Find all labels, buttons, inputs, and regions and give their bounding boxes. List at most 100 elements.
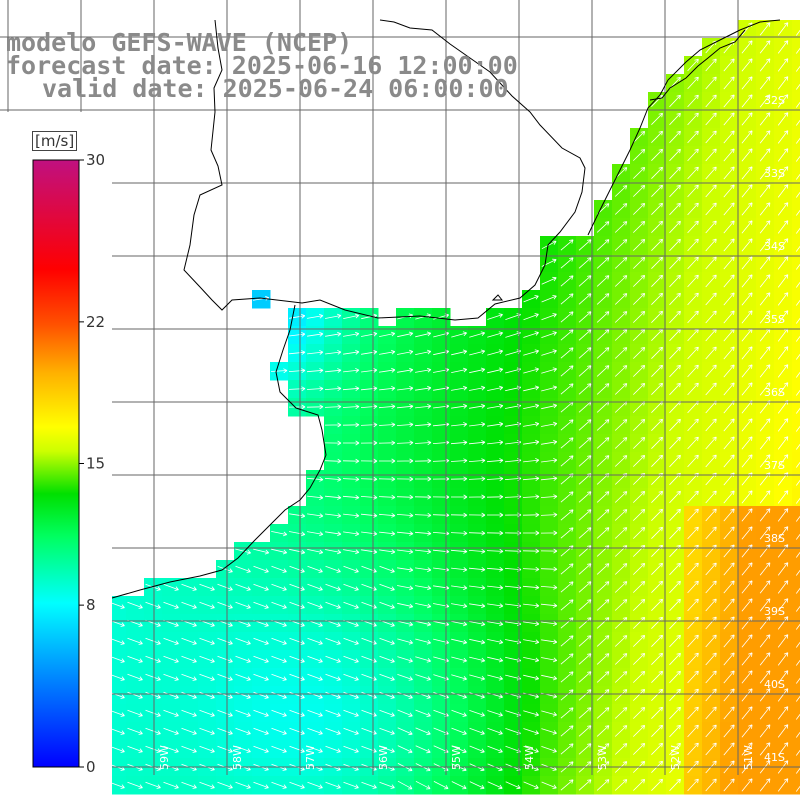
wind-arrow bbox=[541, 746, 557, 753]
wind-arrow bbox=[541, 728, 557, 735]
wind-arrow bbox=[324, 368, 342, 373]
wind-arrow bbox=[614, 653, 628, 665]
latitude-label: 39S bbox=[764, 605, 785, 618]
wind-cell bbox=[792, 560, 800, 579]
wind-arrow bbox=[307, 331, 324, 337]
wind-arrow bbox=[759, 364, 771, 378]
wind-arrow bbox=[651, 166, 663, 179]
wind-arrow bbox=[288, 368, 306, 374]
wind-arrow bbox=[687, 724, 699, 738]
wind-arrow bbox=[741, 346, 753, 360]
wind-arrow bbox=[360, 386, 378, 391]
wind-arrow bbox=[163, 781, 179, 789]
wind-arrow bbox=[596, 491, 610, 503]
wind-cell bbox=[792, 92, 800, 111]
wind-arrow bbox=[523, 421, 540, 427]
wind-arrow bbox=[523, 349, 539, 356]
wind-arrow bbox=[578, 653, 592, 665]
wind-arrow bbox=[451, 656, 467, 663]
wind-arrow bbox=[145, 745, 161, 753]
wind-arrow bbox=[181, 655, 197, 663]
wind-arrow bbox=[271, 565, 287, 573]
wind-arrow bbox=[651, 742, 663, 755]
wind-arrow bbox=[235, 548, 251, 555]
wind-arrow bbox=[596, 527, 610, 539]
wind-arrow bbox=[560, 599, 574, 611]
wind-arrow bbox=[325, 727, 341, 735]
latitude-label: 36S bbox=[764, 386, 785, 399]
wind-arrow bbox=[325, 549, 342, 555]
wind-arrow bbox=[451, 709, 467, 717]
wind-arrow bbox=[777, 652, 789, 666]
wind-arrow bbox=[324, 422, 342, 428]
wind-arrow bbox=[541, 710, 557, 717]
wind-arrow bbox=[687, 310, 699, 324]
wind-arrow bbox=[614, 239, 628, 251]
wind-arrow bbox=[795, 47, 800, 54]
wind-arrow bbox=[307, 673, 323, 681]
wind-arrow bbox=[741, 40, 753, 54]
wind-arrow bbox=[451, 727, 467, 735]
wind-arrow bbox=[669, 616, 681, 630]
wind-arrow bbox=[415, 780, 431, 790]
wind-arrow bbox=[325, 565, 341, 573]
wind-arrow bbox=[487, 621, 504, 627]
wind-arrow bbox=[145, 781, 161, 789]
wind-arrow bbox=[289, 727, 305, 735]
wind-arrow bbox=[397, 585, 414, 591]
wind-arrow bbox=[723, 706, 735, 720]
wind-arrow bbox=[795, 227, 800, 234]
wind-arrow bbox=[307, 350, 324, 355]
wind-cell bbox=[792, 326, 800, 345]
wind-arrow bbox=[487, 385, 504, 391]
wind-arrow bbox=[741, 652, 753, 666]
wind-arrow bbox=[705, 778, 717, 792]
wind-arrow bbox=[669, 598, 681, 612]
wind-arrow bbox=[741, 94, 753, 108]
wind-arrow bbox=[759, 220, 771, 234]
wind-arrow bbox=[307, 495, 324, 500]
wind-arrow bbox=[378, 440, 396, 446]
wind-arrow bbox=[614, 689, 628, 701]
wind-arrow bbox=[687, 526, 699, 540]
wind-arrow bbox=[777, 454, 789, 468]
wind-arrow bbox=[469, 403, 486, 409]
wind-arrow bbox=[181, 601, 197, 609]
wind-arrow bbox=[560, 743, 574, 755]
wind-arrow bbox=[541, 657, 558, 663]
wind-arrow bbox=[705, 310, 717, 324]
wind-arrow bbox=[633, 167, 646, 179]
wind-arrow bbox=[343, 601, 359, 609]
wind-arrow bbox=[687, 94, 699, 108]
wind-arrow bbox=[487, 781, 503, 790]
wind-arrow bbox=[633, 725, 646, 737]
wind-arrow bbox=[451, 349, 468, 356]
wind-arrow bbox=[669, 256, 681, 270]
wind-arrow bbox=[342, 386, 360, 392]
wind-arrow bbox=[596, 743, 610, 755]
wind-arrow bbox=[288, 350, 306, 355]
wind-arrow bbox=[596, 581, 610, 593]
wind-cell bbox=[792, 254, 800, 273]
wind-arrow bbox=[271, 637, 287, 645]
wind-arrow bbox=[759, 742, 771, 756]
wind-arrow bbox=[361, 781, 377, 789]
wind-arrow bbox=[687, 706, 699, 720]
wind-arrow bbox=[578, 419, 592, 431]
wind-arrow bbox=[451, 603, 468, 609]
wind-arrow bbox=[614, 491, 628, 503]
wind-arrow bbox=[741, 382, 753, 396]
wind-arrow bbox=[541, 276, 557, 285]
wind-arrow bbox=[487, 331, 503, 338]
wind-arrow bbox=[343, 583, 359, 591]
wind-arrow bbox=[723, 184, 735, 198]
wind-arrow bbox=[596, 275, 610, 287]
wind-arrow bbox=[541, 781, 557, 789]
wind-arrow bbox=[560, 383, 574, 395]
wind-arrow bbox=[741, 310, 753, 324]
wind-arrow bbox=[127, 637, 143, 645]
wind-arrow bbox=[687, 274, 699, 288]
wind-cell bbox=[792, 362, 800, 381]
wind-arrow bbox=[127, 709, 143, 717]
wind-arrow bbox=[360, 440, 378, 446]
